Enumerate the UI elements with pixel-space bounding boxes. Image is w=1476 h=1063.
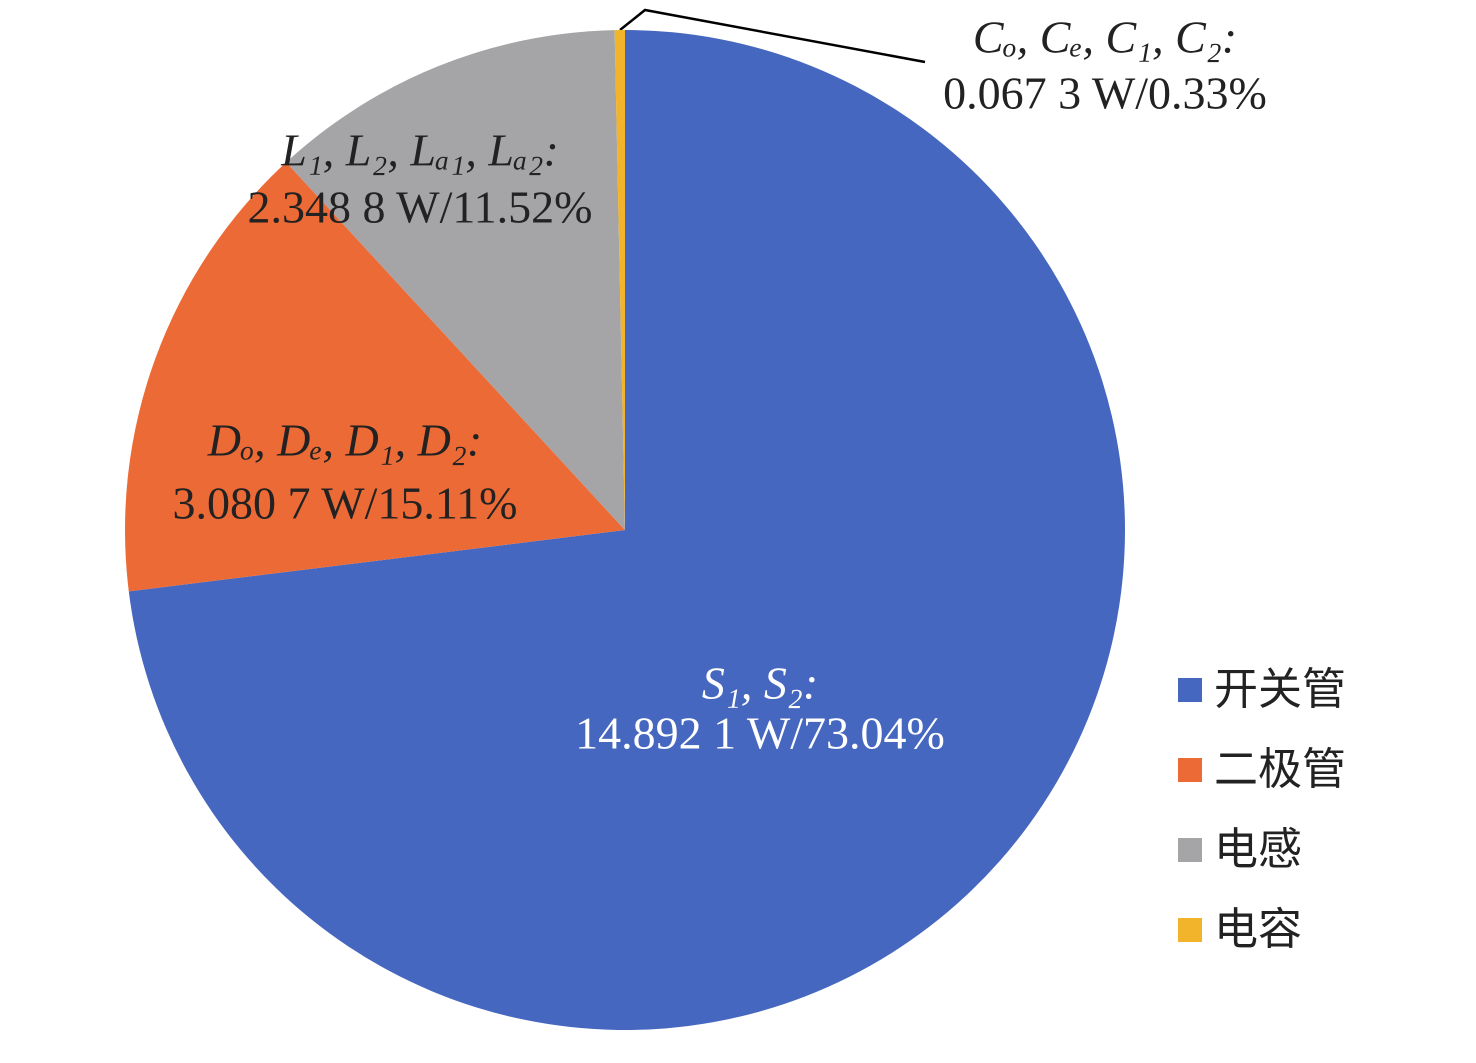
legend-label: 二极管 <box>1214 744 1346 795</box>
slice-name-label: Cₒ, Cₑ, C₁, C₂: <box>973 12 1237 63</box>
legend-label: 电容 <box>1214 904 1302 955</box>
slice-name-label: S₁, S₂: <box>702 658 818 709</box>
pie-slice <box>286 30 625 530</box>
slice-value-label: 14.892 1 W/73.04% <box>575 708 945 759</box>
legend-swatch <box>1178 918 1202 942</box>
leader-line <box>619 8 926 64</box>
slice-value-label: 2.348 8 W/11.52% <box>248 182 593 233</box>
pie-slice <box>614 30 625 530</box>
legend-swatch <box>1178 678 1202 702</box>
legend-swatch <box>1178 758 1202 782</box>
legend-label: 电感 <box>1214 824 1302 875</box>
slice-name-label: L₁, L₂, Lₐ₁, Lₐ₂: <box>280 125 559 176</box>
slice-value-label: 3.080 7 W/15.11% <box>173 478 518 529</box>
legend-label: 开关管 <box>1214 664 1346 715</box>
pie-slice <box>128 30 1125 1030</box>
slice-value-label: 0.067 3 W/0.33% <box>943 68 1267 119</box>
pie-slice <box>124 162 625 592</box>
legend-swatch <box>1178 838 1202 862</box>
slice-name-label: Dₒ, Dₑ, D₁, D₂: <box>207 415 482 466</box>
